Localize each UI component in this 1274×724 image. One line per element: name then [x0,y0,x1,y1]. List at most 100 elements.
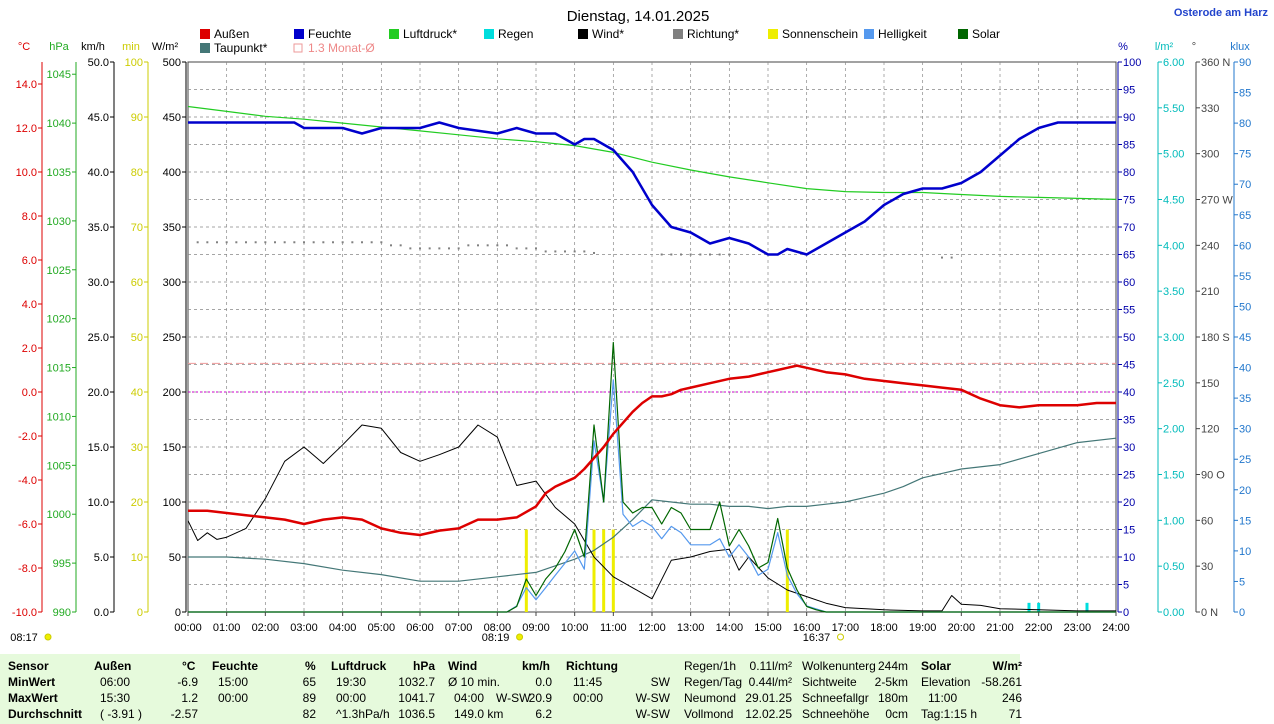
stats-extra-value: 0.11l/m² [749,659,792,673]
x-tick-label: 01:00 [213,622,241,634]
grid [187,61,1117,613]
stats-extra-value: 29.01.25 [745,691,792,705]
direction-dot [293,241,296,244]
stats-solar-value: 71 [1008,707,1022,721]
direction-dot [196,241,199,244]
legend-swatch [293,43,303,53]
stats-cell: 04:00 [454,691,485,705]
direction-dot [399,244,402,247]
axis-tick-label: 30.0 [88,277,109,289]
legend-item: Außen [200,27,249,41]
prev-sunrise-label: 08:17 [10,632,38,644]
axis-unit: ° [1192,41,1196,53]
axis-tick-label: 6.0 [22,255,37,267]
x-tick-label: 02:00 [252,622,280,634]
axis-humidity: %100959085807570656055504540353025201510… [1117,41,1141,619]
axis-tick-label: 70 [1239,179,1251,191]
stats-extra2-label: Wolkenunterg [802,659,876,673]
direction-dot [486,244,489,247]
axis-tick-label: 1015 [47,363,71,375]
axis-tick-label: 0.50 [1163,561,1184,573]
legend-label: Taupunkt* [214,41,268,55]
stats-cell: ( -3.91 ) [100,707,143,721]
axis-tick-label: 80 [131,167,143,179]
axis-tick-label: 2.50 [1163,378,1184,390]
axis-tick-label: 360 N [1201,57,1230,69]
axis-tick-label: 0.00 [1163,607,1184,619]
legend-swatch [294,29,304,39]
stats-cell: W-SW [635,691,670,705]
x-tick-label: 20:00 [948,622,976,634]
stats-cell: 89 [302,691,316,705]
direction-dot [680,253,682,256]
direction-dot [216,241,218,244]
axis-tick-label: 55 [1123,305,1135,317]
stats-header-outside-unit: °C [182,659,196,673]
legend-label: Außen [214,27,249,41]
legend-swatch [389,29,399,39]
axis-tick-label: 70 [131,222,143,234]
axis-tick-label: 240 [1201,240,1219,252]
axis-unit: min [122,41,140,53]
direction-dot [351,241,354,244]
axis-tick-label: 10 [131,552,143,564]
axis-tick-label: 4.00 [1163,240,1184,252]
direction-dot [361,241,363,244]
stats-cell: -6.9 [177,675,198,689]
direction-dot [235,241,238,244]
stats-cell: 6.2 [535,707,552,721]
stats-solar-label: 11:00 [928,691,958,705]
legend-label: Helligkeit [878,27,927,41]
x-tick-label: 10:00 [561,622,589,634]
axis-tick-label: -4.0 [18,475,37,487]
stats-header-wind: Wind [448,659,478,673]
axis-tick-label: 210 [1201,286,1219,298]
axis-unit: klux [1230,41,1250,53]
direction-dot [390,244,392,247]
chart-title: Dienstag, 14.01.2025 [567,8,710,25]
station-name[interactable]: Osterode am Harz [1174,7,1269,19]
axis-tick-label: 90 [131,112,143,124]
x-tick-label: 12:00 [638,622,666,634]
legend-swatch [484,29,494,39]
axis-tick-label: 65 [1123,250,1135,262]
axis-tick-label: 270 W [1201,195,1233,207]
axis-tick-label: 10.0 [16,167,37,179]
stats-row-label: MaxWert [8,691,58,705]
direction-dot [312,241,315,244]
axis-tick-label: 60 [1239,240,1251,252]
axis-tick-label: 50 [131,332,143,344]
axis-tick-label: 35 [1123,415,1135,427]
stats-extra-value: 0.44l/m² [748,675,792,689]
axis-tick-label: 20 [1239,485,1251,497]
axis-tick-label: 40 [131,387,143,399]
axis-unit: l/m² [1155,41,1174,53]
axis-tick-label: 20.0 [88,387,109,399]
axis-tick-label: 0 [1123,607,1129,619]
x-tick-label: 22:00 [1025,622,1053,634]
axis-tick-label: 0 [1239,607,1245,619]
x-tick-label: 23:00 [1064,622,1092,634]
sunshine-bar [602,529,606,612]
direction-dot [303,241,305,244]
stats-solar-value: -58.261 [981,675,1022,689]
stats-solar-unit: W/m² [992,659,1022,673]
axis-tick-label: 1.00 [1163,515,1184,527]
axis-tick-label: 100 [1123,57,1141,69]
axis-tick-label: 180 S [1201,332,1230,344]
axis-tick-label: 1005 [47,460,71,472]
stats-row-label: MinWert [8,675,56,689]
temperature-line [188,364,1116,537]
stats-cell: 15:00 [218,675,249,689]
axis-tick-label: 60 [131,277,143,289]
direction-dot [535,247,537,250]
direction-dot [477,244,479,247]
humidity-line [188,121,1116,256]
stats-header-pressure: Luftdruck [331,659,387,673]
axis-tick-label: -10.0 [12,607,37,619]
stats-extra2-value: 2-5km [874,675,908,689]
direction-dot [245,241,247,244]
x-tick-label: 16:00 [793,622,821,634]
axis-tick-label: 10 [1239,546,1251,558]
axis-tick-label: 300 [1201,149,1219,161]
